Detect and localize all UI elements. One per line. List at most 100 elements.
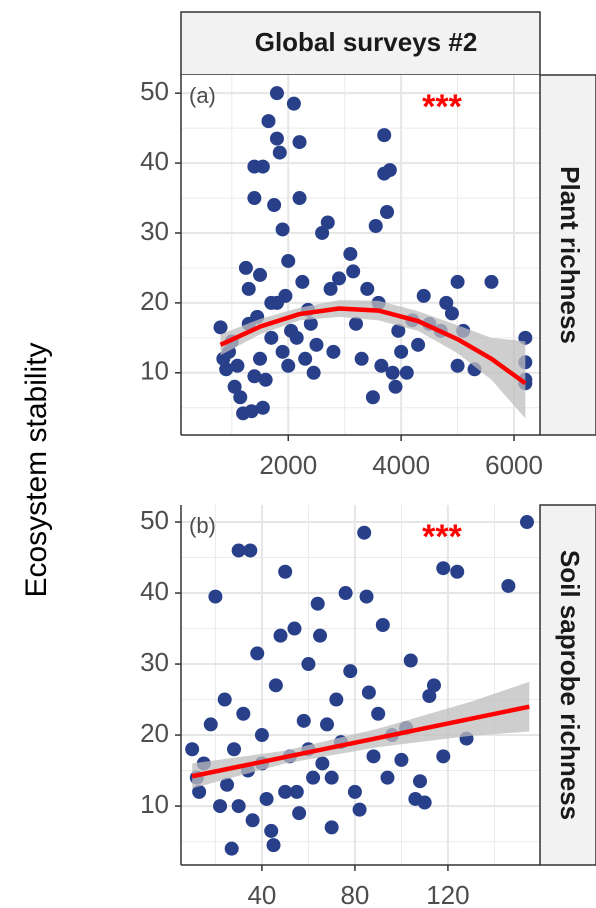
point — [266, 838, 281, 853]
point — [238, 260, 253, 275]
point — [292, 135, 307, 150]
y-tick-label: 20 — [140, 286, 169, 316]
point — [269, 295, 284, 310]
point — [411, 337, 426, 352]
point — [247, 369, 262, 384]
point — [368, 218, 383, 233]
point — [352, 802, 367, 817]
point — [264, 823, 279, 838]
point — [275, 222, 290, 237]
point — [315, 756, 330, 771]
point — [247, 191, 262, 206]
point — [292, 806, 307, 821]
y-tick-label: 30 — [140, 647, 169, 677]
y-tick-label: 10 — [140, 789, 169, 819]
point — [203, 717, 218, 732]
point — [332, 271, 347, 286]
point — [450, 564, 465, 579]
point — [259, 791, 274, 806]
point — [366, 749, 381, 764]
point — [324, 770, 339, 785]
point — [281, 358, 296, 373]
point — [264, 330, 279, 345]
y-tick-label: 50 — [140, 76, 169, 106]
point — [354, 351, 369, 366]
point — [268, 678, 283, 693]
point — [227, 742, 242, 757]
point — [219, 362, 234, 377]
point — [385, 365, 400, 380]
significance: *** — [422, 88, 462, 126]
point — [391, 323, 406, 338]
point — [281, 253, 296, 268]
point — [313, 628, 328, 643]
point — [261, 114, 276, 129]
point — [374, 358, 389, 373]
point — [303, 316, 318, 331]
point — [484, 274, 499, 289]
point — [289, 330, 304, 345]
point — [360, 281, 375, 296]
point — [501, 578, 516, 593]
point — [375, 618, 390, 632]
point — [208, 589, 223, 604]
facet-title: Global surveys #2 — [255, 27, 478, 57]
point — [258, 372, 273, 387]
point — [250, 646, 265, 661]
point — [436, 749, 451, 764]
point — [388, 379, 403, 394]
point — [273, 628, 288, 643]
point — [413, 774, 428, 789]
y-axis-label: Ecosystem stability — [20, 342, 53, 597]
point — [310, 596, 325, 611]
point — [298, 351, 313, 366]
point — [220, 777, 235, 792]
point — [254, 728, 269, 743]
point — [236, 706, 251, 721]
point — [295, 274, 310, 289]
point — [306, 770, 321, 785]
panel-background — [181, 75, 540, 435]
point — [361, 685, 376, 700]
point — [320, 215, 335, 230]
point — [286, 96, 301, 111]
significance: *** — [422, 518, 462, 556]
point — [326, 344, 341, 359]
facet-label: Soil saprobe richness — [555, 550, 585, 820]
point — [324, 820, 339, 835]
facet-strip — [539, 74, 596, 436]
point — [269, 131, 284, 146]
point — [230, 358, 245, 373]
x-tick-label: 6000 — [485, 450, 543, 480]
point — [278, 784, 293, 799]
point — [320, 717, 335, 732]
x-tick-label: 120 — [426, 880, 469, 908]
point — [217, 692, 232, 707]
point — [192, 784, 207, 799]
point — [233, 390, 248, 405]
point — [394, 752, 409, 767]
point — [444, 306, 459, 321]
x-tick-label: 4000 — [372, 450, 430, 480]
x-tick-label: 2000 — [259, 450, 317, 480]
panel-tag: (b) — [189, 513, 216, 538]
point — [267, 198, 282, 213]
fit-line — [219, 306, 527, 386]
facet-strip — [180, 11, 541, 76]
point — [213, 320, 228, 335]
point — [306, 365, 321, 380]
point — [348, 316, 363, 331]
y-tick-label: 50 — [140, 505, 169, 535]
point — [403, 653, 418, 668]
point — [380, 770, 395, 785]
point — [278, 564, 293, 579]
point — [231, 543, 246, 558]
point — [241, 281, 256, 296]
point — [359, 589, 374, 604]
point — [357, 525, 372, 540]
y-tick-label: 30 — [140, 216, 169, 246]
y-tick-label: 40 — [140, 146, 169, 176]
point — [394, 344, 409, 359]
point — [450, 274, 465, 289]
